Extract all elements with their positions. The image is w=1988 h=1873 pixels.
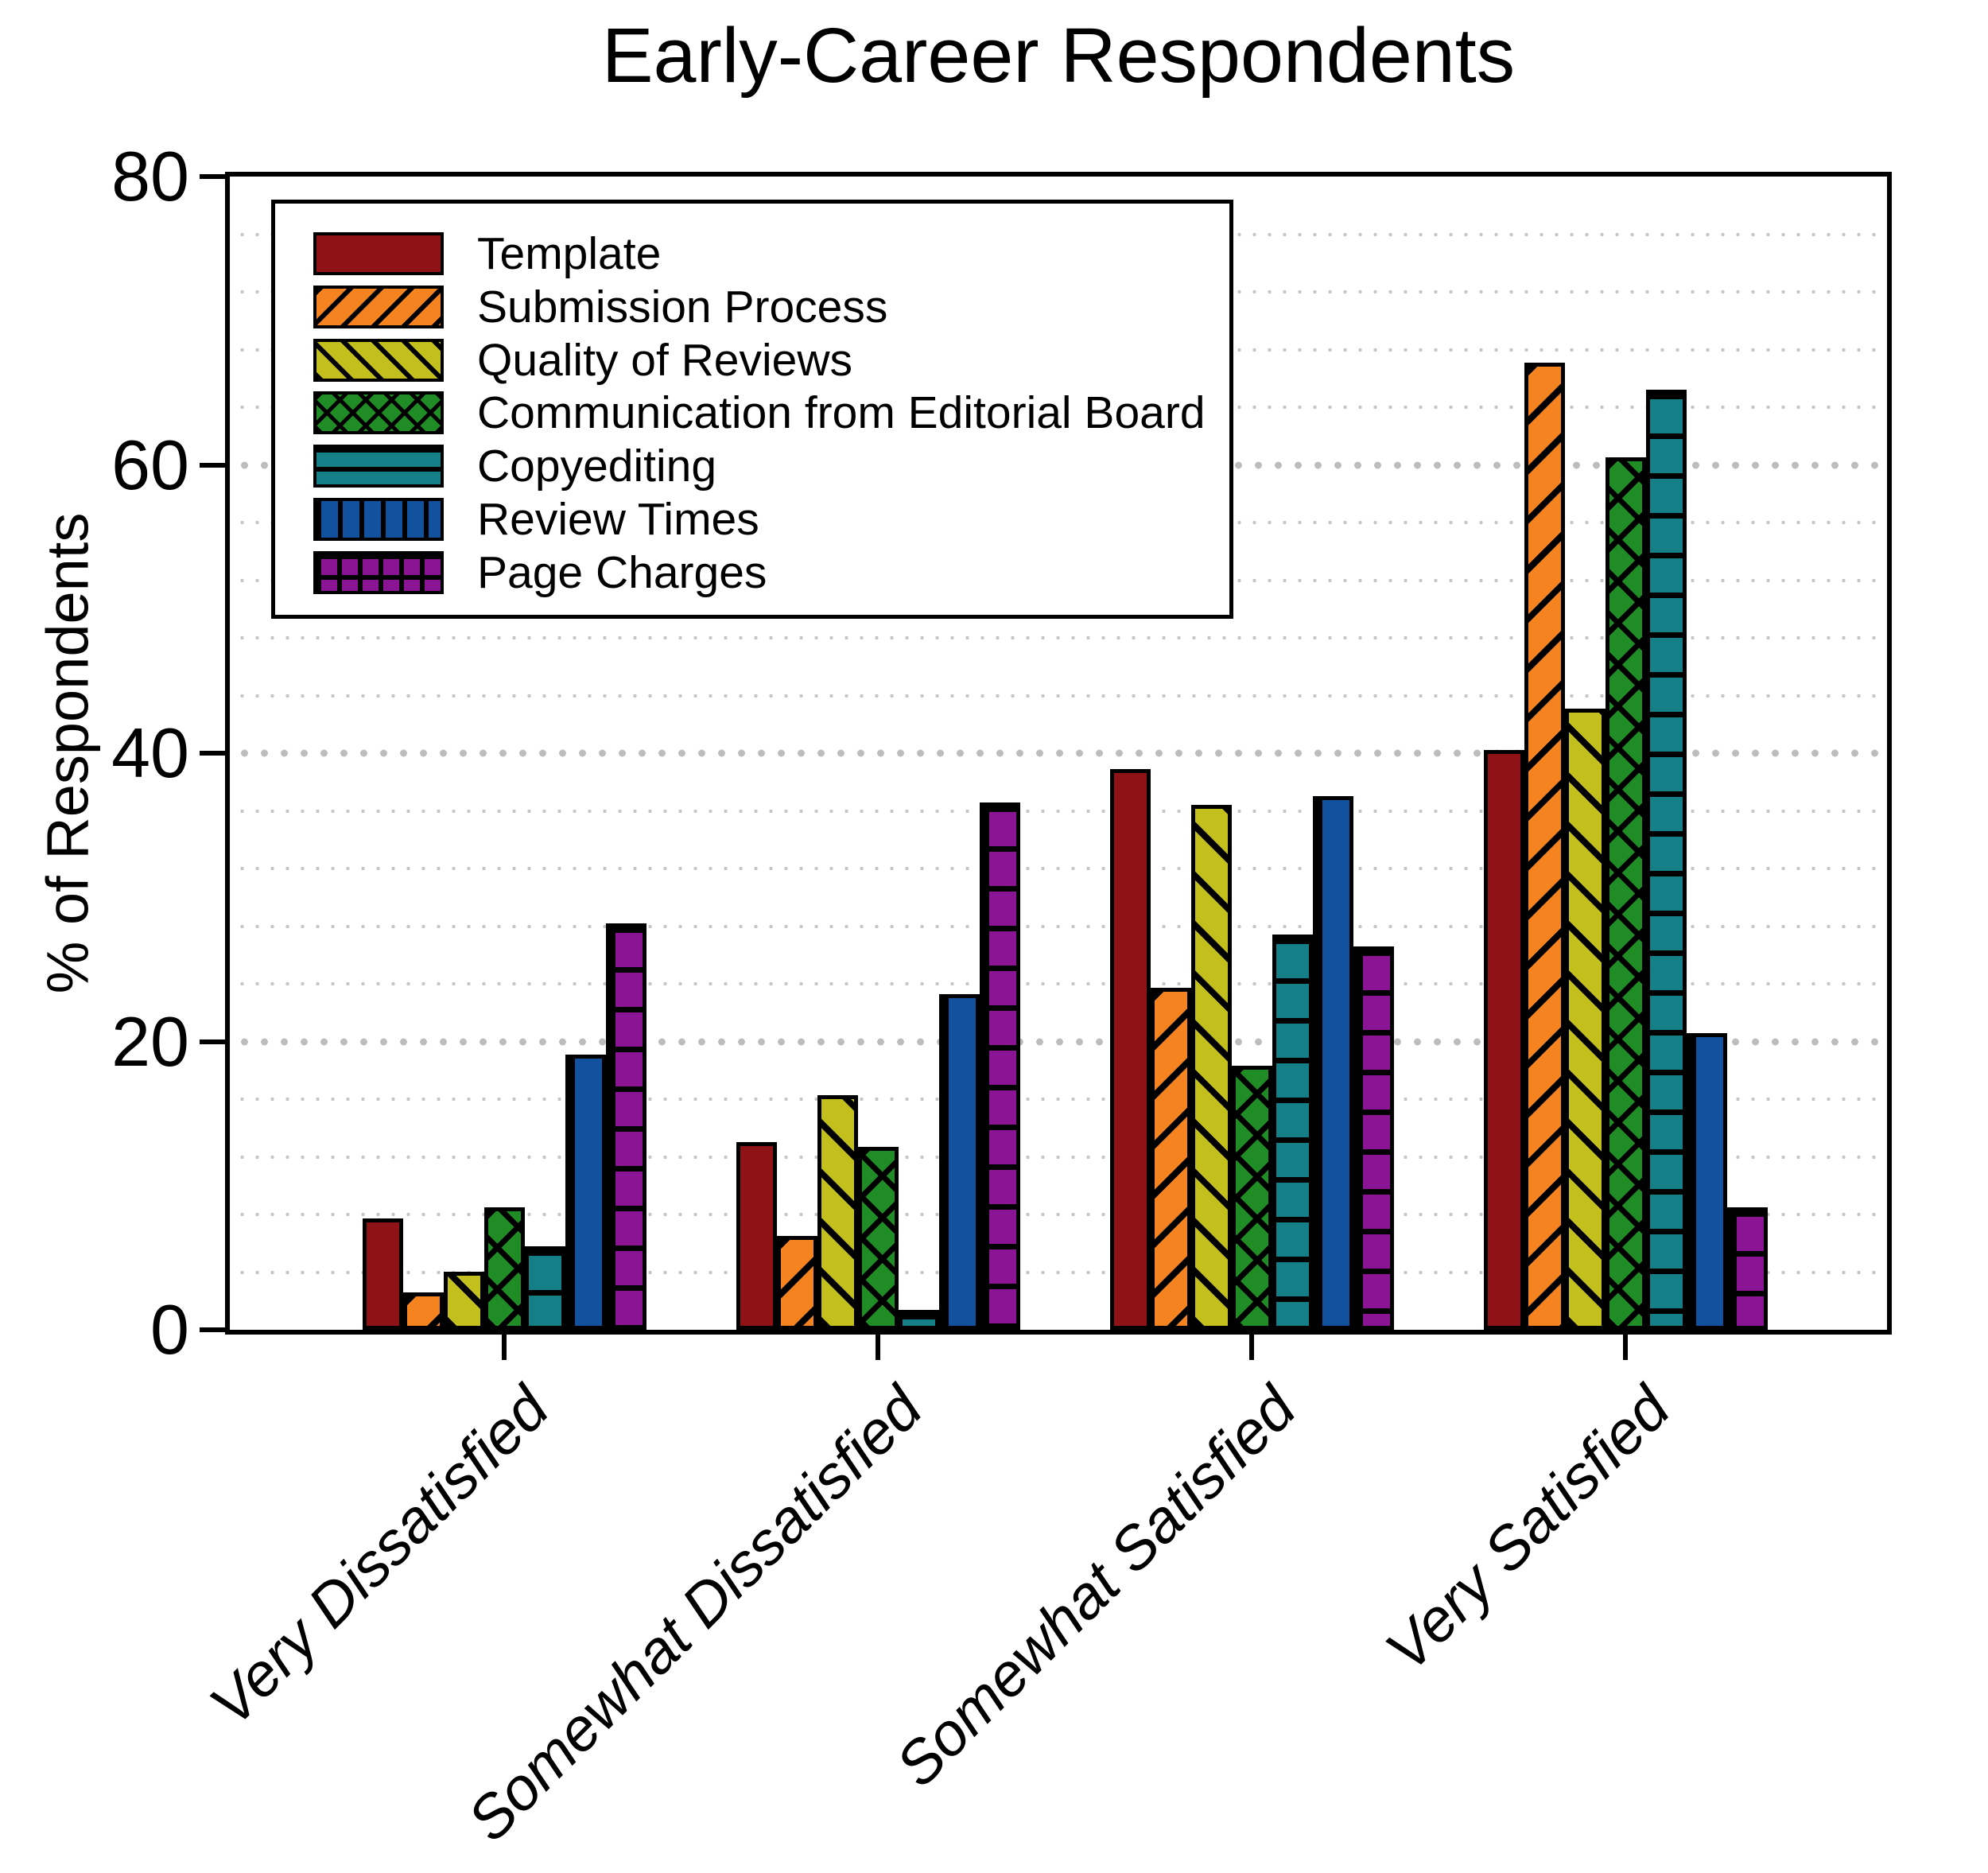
x-axis-tick (1623, 1335, 1628, 1360)
bar-page-charges-1 (605, 923, 646, 1330)
y-axis-tick (200, 1327, 225, 1332)
bar-communication-from-editorial-board-3 (1231, 1066, 1272, 1330)
minor-gridline (230, 1154, 1887, 1160)
bar-page-charges-3 (1353, 946, 1394, 1330)
minor-gridline (230, 1097, 1887, 1102)
minor-gridline (230, 808, 1887, 814)
legend-item: Quality of Reviews (313, 334, 1206, 386)
legend-label: Review Times (477, 494, 759, 546)
minor-gridline (230, 981, 1887, 986)
bar-page-charges-4 (1726, 1207, 1768, 1330)
bar-template-2 (736, 1142, 777, 1330)
bar-quality-of-reviews-2 (817, 1095, 858, 1330)
bar-quality-of-reviews-3 (1190, 805, 1232, 1330)
bar-template-1 (362, 1218, 403, 1330)
legend-label: Quality of Reviews (477, 334, 853, 386)
bar-template-3 (1109, 769, 1151, 1330)
minor-gridline (230, 866, 1887, 871)
legend-item: Copyediting (313, 441, 1206, 492)
bar-submission-process-4 (1524, 363, 1565, 1330)
x-axis-tick (502, 1335, 507, 1360)
legend-label: Submission Process (477, 281, 888, 332)
y-axis-tick (200, 174, 225, 179)
y-tick-label: 80 (111, 137, 189, 216)
bar-submission-process-2 (776, 1236, 817, 1330)
legend-item: Communication from Editorial Board (313, 387, 1206, 439)
legend-item: Submission Process (313, 281, 1206, 332)
legend-swatch-icon (313, 232, 444, 275)
bar-review-times-2 (938, 994, 980, 1330)
bar-submission-process-1 (402, 1292, 444, 1330)
minor-gridline (230, 635, 1887, 640)
y-axis-tick (200, 751, 225, 756)
legend-swatch-icon (313, 445, 444, 488)
y-axis-tick (200, 1039, 225, 1044)
bar-copyediting-1 (524, 1246, 565, 1330)
legend-label: Copyediting (477, 441, 717, 492)
legend-swatch-icon (313, 498, 444, 542)
bar-quality-of-reviews-4 (1564, 709, 1606, 1330)
bar-communication-from-editorial-board-2 (857, 1147, 899, 1330)
bar-review-times-4 (1686, 1033, 1727, 1330)
bar-quality-of-reviews-1 (443, 1272, 484, 1330)
x-tick-label: Very Dissatisfied (196, 1374, 561, 1739)
legend-item: Review Times (313, 494, 1206, 546)
legend-swatch-icon (313, 391, 444, 435)
legend-swatch-icon (313, 285, 444, 328)
chart-title: Early-Career Respondents (601, 12, 1516, 99)
y-axis-title: % of Respondents (34, 512, 101, 994)
legend-swatch-icon (313, 550, 444, 594)
y-axis-tick (200, 462, 225, 468)
legend-item: Page Charges (313, 546, 1206, 598)
bar-copyediting-4 (1645, 390, 1687, 1330)
bar-communication-from-editorial-board-4 (1605, 457, 1646, 1330)
legend-item: Template (313, 228, 1206, 279)
plot-canvas (230, 177, 1887, 1330)
bar-submission-process-3 (1150, 988, 1191, 1330)
bar-review-times-1 (565, 1055, 606, 1330)
x-tick-label: Very Satisfied (1373, 1374, 1683, 1685)
legend-label: Page Charges (477, 546, 767, 598)
bar-page-charges-2 (979, 802, 1020, 1330)
major-gridline (230, 749, 1887, 757)
minor-gridline (230, 1212, 1887, 1217)
x-tick-label: Somewhat Satisfied (883, 1374, 1309, 1800)
legend-box: Template Submission Process Quality of Rev… (271, 200, 1233, 619)
bar-communication-from-editorial-board-1 (483, 1207, 525, 1330)
minor-gridline (230, 693, 1887, 698)
x-axis-tick (876, 1335, 880, 1360)
x-axis-tick (1249, 1335, 1254, 1360)
legend-label: Template (477, 228, 662, 279)
bar-copyediting-2 (898, 1310, 939, 1330)
legend-swatch-icon (313, 338, 444, 382)
major-gridline (230, 1037, 1887, 1046)
bar-template-4 (1483, 750, 1524, 1330)
y-tick-label: 40 (111, 713, 189, 792)
bar-review-times-3 (1312, 796, 1353, 1330)
bar-copyediting-3 (1272, 935, 1313, 1330)
y-tick-label: 60 (111, 425, 189, 504)
y-tick-label: 20 (111, 1001, 189, 1081)
minor-gridline (230, 923, 1887, 929)
legend-label: Communication from Editorial Board (477, 387, 1206, 439)
y-tick-label: 0 (150, 1290, 189, 1369)
minor-gridline (230, 1269, 1887, 1275)
